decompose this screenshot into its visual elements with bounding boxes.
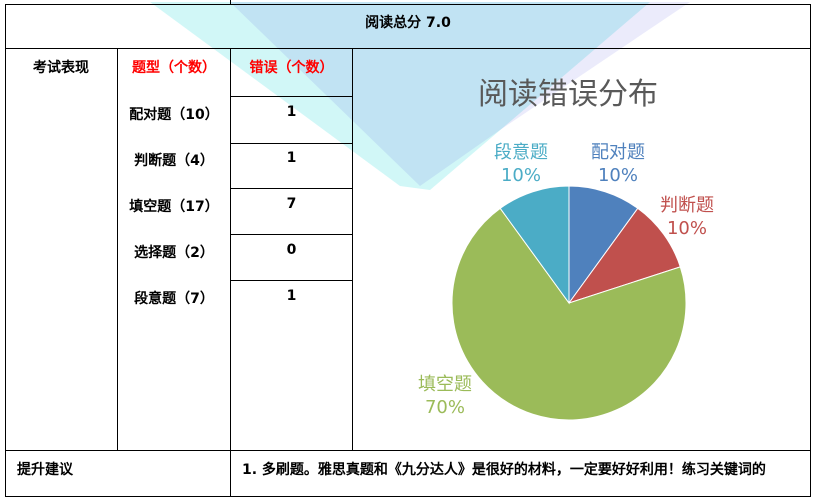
advice-label: 提升建议 [17,462,73,478]
question-type: 填空题（17） [129,199,219,215]
error-count: 7 [286,196,297,212]
slice-category-label: 填空题 [418,374,472,395]
question-type: 段意题（7） [134,291,214,307]
error-count: 1 [286,150,297,166]
header-errors: 错误（个数） [249,60,334,76]
slice-percent-label: 10% [501,165,541,186]
slice-percent-label: 10% [667,218,707,239]
slice-category-label: 配对题 [591,142,645,163]
question-type: 选择题（2） [134,245,214,261]
error-count: 1 [286,104,297,120]
header-question-type: 题型（个数） [132,60,216,76]
slice-category-label: 段意题 [494,142,548,163]
slice-percent-label: 70% [425,397,465,418]
question-type: 判断题（4） [134,153,214,169]
performance-label: 考试表现 [33,60,89,76]
slice-percent-label: 10% [598,165,638,186]
advice-text: 1. 多刷题。雅思真题和《九分达人》是很好的材料，一定要好好利用！练习关键词的 [242,462,766,478]
pie-slice [451,207,687,421]
pie-slice [567,207,681,304]
error-count: 1 [286,288,297,304]
question-type: 配对题（10） [129,107,219,123]
error-count: 0 [286,242,297,258]
slice-category-label: 判断题 [660,195,714,216]
chart-title: 阅读错误分布 [478,77,658,112]
reading-total-score: 阅读总分 7.0 [365,15,451,31]
